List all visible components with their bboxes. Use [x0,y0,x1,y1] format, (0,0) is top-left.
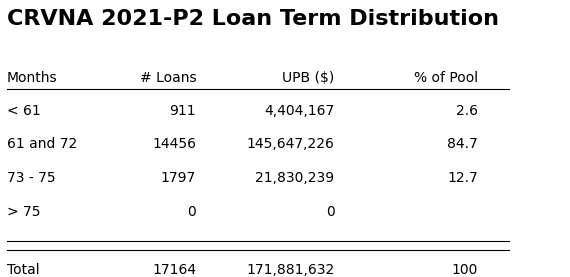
Text: 145,647,226: 145,647,226 [247,137,335,152]
Text: < 61: < 61 [6,104,40,118]
Text: 12.7: 12.7 [447,171,478,185]
Text: CRVNA 2021-P2 Loan Term Distribution: CRVNA 2021-P2 Loan Term Distribution [6,9,499,29]
Text: Months: Months [6,71,57,85]
Text: # Loans: # Loans [140,71,196,85]
Text: 100: 100 [451,263,478,277]
Text: % of Pool: % of Pool [414,71,478,85]
Text: 1797: 1797 [161,171,196,185]
Text: 14456: 14456 [152,137,196,152]
Text: 171,881,632: 171,881,632 [246,263,335,277]
Text: 911: 911 [169,104,196,118]
Text: UPB ($): UPB ($) [282,71,335,85]
Text: 17164: 17164 [152,263,196,277]
Text: Total: Total [6,263,39,277]
Text: > 75: > 75 [6,205,40,219]
Text: 2.6: 2.6 [456,104,478,118]
Text: 73 - 75: 73 - 75 [6,171,55,185]
Text: 0: 0 [326,205,335,219]
Text: 84.7: 84.7 [447,137,478,152]
Text: 4,404,167: 4,404,167 [264,104,335,118]
Text: 21,830,239: 21,830,239 [255,171,335,185]
Text: 61 and 72: 61 and 72 [6,137,77,152]
Text: 0: 0 [188,205,196,219]
